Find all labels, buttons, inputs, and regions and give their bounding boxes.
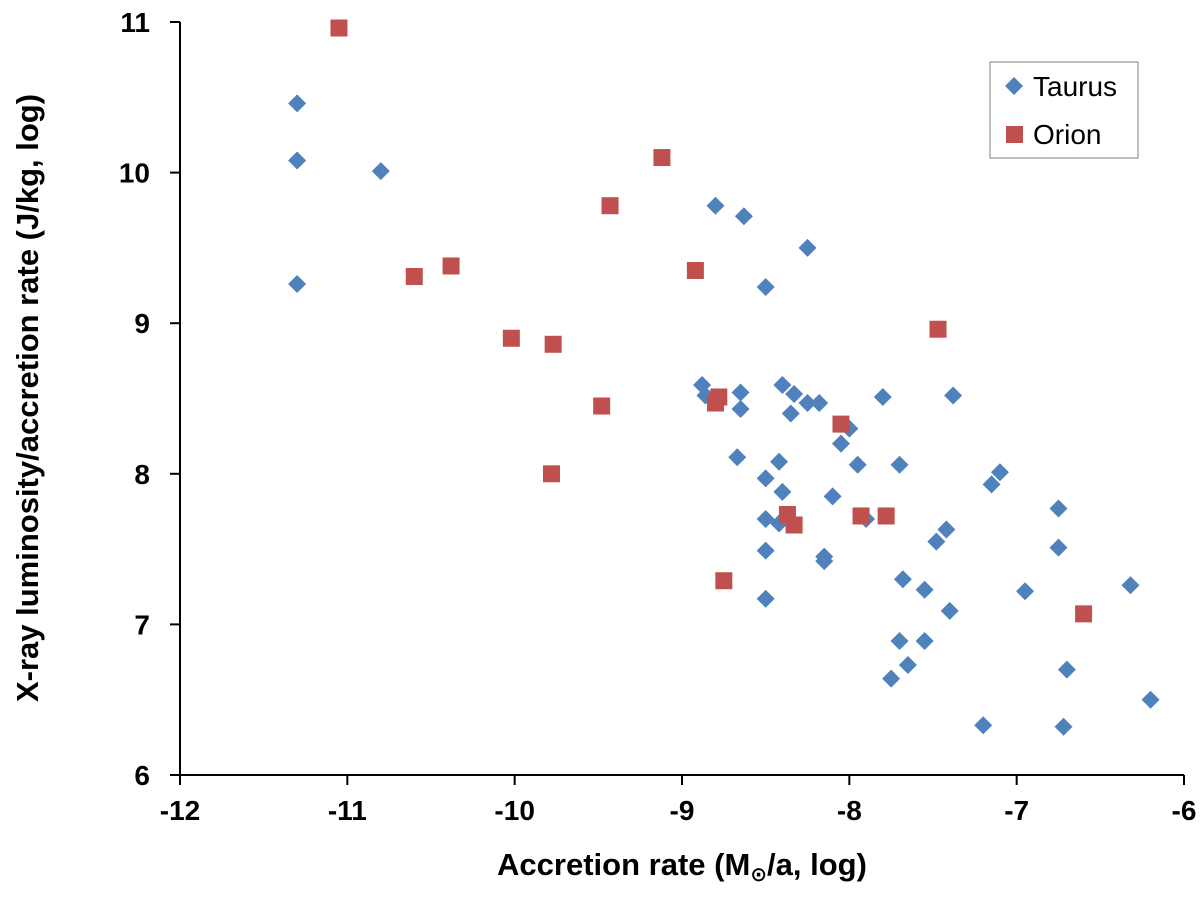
taurus-point: [731, 383, 750, 402]
taurus-point: [773, 482, 792, 501]
taurus-point: [371, 162, 390, 181]
taurus-point: [898, 656, 917, 675]
y-tick-label: 9: [134, 308, 150, 339]
taurus-point: [848, 455, 867, 474]
x-axis-title-main: Accretion rate (M: [497, 847, 750, 882]
orion-point: [832, 415, 850, 433]
taurus-point: [937, 520, 956, 539]
taurus-point: [1054, 717, 1073, 736]
taurus-point: [756, 469, 775, 488]
taurus-point: [927, 532, 946, 551]
taurus-point: [915, 631, 934, 650]
taurus-point: [728, 448, 747, 467]
taurus-point: [798, 394, 817, 413]
x-tick-label: -11: [328, 795, 367, 826]
taurus-point: [288, 94, 307, 113]
taurus-point: [944, 386, 963, 405]
taurus-point: [915, 580, 934, 599]
orion-point: [686, 261, 704, 279]
x-tick-label: -7: [1004, 795, 1029, 826]
taurus-point: [1141, 690, 1160, 709]
taurus-point: [893, 570, 912, 589]
taurus-point: [781, 404, 800, 423]
orion-point: [442, 257, 460, 275]
x-axis-title: Accretion rate (M⊙/a, log): [497, 847, 867, 886]
orion-point: [405, 268, 423, 286]
y-tick-label: 11: [120, 7, 150, 38]
taurus-point: [810, 394, 829, 413]
taurus-point: [785, 384, 804, 403]
y-tick-label: 6: [134, 760, 150, 791]
x-tick-label: -8: [837, 795, 862, 826]
taurus-point: [882, 669, 901, 688]
orion-point: [706, 394, 724, 412]
taurus-point: [1049, 499, 1068, 518]
taurus-point: [982, 475, 1001, 494]
x-tick-label: -10: [494, 795, 534, 826]
taurus-point: [288, 275, 307, 294]
taurus-point: [890, 631, 909, 650]
taurus-point: [990, 463, 1009, 482]
x-tick-label: -9: [670, 795, 695, 826]
y-ticks: 6 7 8 9 10 11: [119, 7, 180, 791]
taurus-point: [731, 400, 750, 419]
taurus-point: [1057, 660, 1076, 679]
taurus-point: [756, 541, 775, 560]
taurus-point: [773, 375, 792, 394]
orion-point: [785, 516, 803, 534]
orion-point: [852, 507, 870, 525]
taurus-point: [974, 716, 993, 735]
orion-point: [542, 465, 560, 483]
y-tick-label: 10: [119, 158, 150, 189]
y-axis-title: X-ray luminosity/accretion rate (J/kg, l…: [10, 94, 45, 702]
x-tick-label: -6: [1172, 795, 1197, 826]
taurus-point: [890, 455, 909, 474]
taurus-point: [1121, 576, 1140, 595]
orion-point: [593, 397, 611, 415]
taurus-point: [940, 601, 959, 620]
orion-point: [502, 329, 520, 347]
x-tick-label: -12: [160, 795, 200, 826]
orion-point: [544, 335, 562, 353]
plot-points: [288, 19, 1160, 736]
orion-point: [330, 19, 348, 37]
y-tick-label: 7: [134, 609, 150, 640]
orion-point: [653, 149, 671, 167]
taurus-point: [756, 278, 775, 297]
x-ticks: -12 -11 -10 -9 -8 -7 -6: [160, 775, 1197, 826]
taurus-point: [288, 151, 307, 170]
legend-label-orion: Orion: [1033, 119, 1101, 150]
taurus-point: [734, 207, 753, 226]
x-axis-title-symbol: ⊙: [750, 864, 767, 886]
taurus-point: [756, 589, 775, 608]
legend: Taurus Orion: [989, 61, 1139, 159]
taurus-point: [873, 387, 892, 406]
taurus-point: [831, 434, 850, 453]
taurus-point: [1016, 582, 1035, 601]
taurus-point: [798, 238, 817, 257]
taurus-point: [823, 487, 842, 506]
orion-point: [929, 320, 947, 338]
taurus-point: [1049, 538, 1068, 557]
orion-point: [877, 507, 895, 525]
legend-marker-orion: [1006, 126, 1023, 143]
orion-point: [601, 197, 619, 215]
taurus-point: [815, 552, 834, 571]
orion-point: [715, 572, 733, 590]
taurus-point: [706, 196, 725, 215]
legend-marker-taurus: [1005, 77, 1023, 95]
orion-point: [1075, 605, 1093, 623]
y-tick-label: 8: [134, 459, 150, 490]
legend-label-taurus: Taurus: [1033, 71, 1117, 102]
taurus-point: [770, 452, 789, 471]
x-axis-title-unit: /a, log): [767, 847, 867, 882]
